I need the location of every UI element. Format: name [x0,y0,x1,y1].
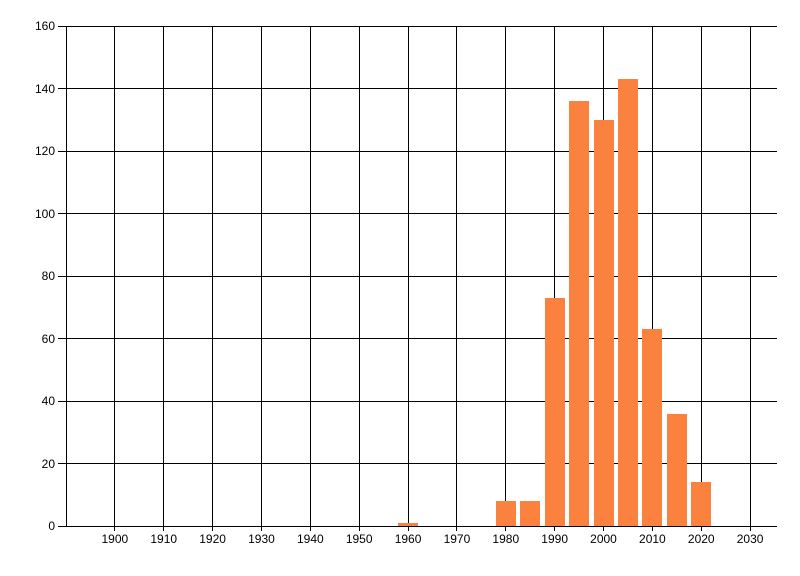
y-tick-mark [58,25,66,27]
x-tick-label: 1970 [443,532,471,546]
x-tick-mark [163,526,165,531]
x-tick-mark [749,526,751,531]
x-tick-mark [212,526,214,531]
x-tick-mark [603,526,605,531]
y-tick-label: 160 [34,19,55,33]
x-gridline [163,26,165,526]
y-tick-label: 0 [48,519,55,533]
x-tick-mark [358,526,360,531]
x-tick-label: 2030 [736,532,764,546]
y-tick-mark [58,150,66,152]
x-tick-mark [700,526,702,531]
x-tick-label: 2020 [687,532,715,546]
x-tick-label: 1990 [541,532,568,546]
x-tick-label: 1930 [248,532,275,546]
x-gridline [651,26,653,526]
x-gridline [309,26,311,526]
x-tick-label: 1960 [394,532,422,546]
x-tick-mark [407,526,409,531]
x-gridline [358,26,360,526]
y-gridline [66,275,777,277]
y-tick-label: 120 [34,144,55,158]
bar [642,329,663,526]
bar [666,413,687,526]
x-gridline [554,26,556,526]
y-gridline [66,213,777,214]
bar [569,101,590,526]
x-tick-label: 1940 [296,532,324,546]
bar [495,501,516,526]
bar [520,501,541,526]
x-tick-label: 1910 [150,532,178,546]
y-tick-label: 20 [41,456,55,471]
x-tick-mark [651,526,653,531]
bar [593,119,614,526]
y-tick-mark [58,275,66,277]
x-tick-label: 1920 [199,532,226,546]
y-tick-mark [58,338,66,339]
y-axis-line [65,26,67,526]
x-tick-mark [456,526,458,531]
y-tick-label: 60 [41,331,55,346]
x-tick-mark [114,526,116,531]
bar [398,522,419,526]
x-tick-label: 1980 [492,532,520,546]
y-tick-label: 80 [41,269,55,283]
y-gridline [66,25,777,27]
x-tick-label: 2010 [639,532,666,546]
x-tick-mark [554,526,556,531]
x-axis-line [66,525,777,527]
x-gridline [700,26,702,526]
x-gridline [749,26,751,526]
x-tick-label: 1950 [345,532,373,546]
y-gridline [66,150,777,152]
y-gridline [66,338,777,339]
x-tick-mark [505,526,507,531]
x-gridline [456,26,458,526]
bar [691,482,712,526]
y-tick-label: 100 [34,206,55,221]
x-tick-label: 1900 [101,532,129,546]
y-tick-label: 140 [34,81,55,96]
bar [544,297,565,526]
y-tick-mark [58,463,66,464]
x-gridline [505,26,507,526]
y-tick-mark [58,213,66,214]
y-gridline [66,88,777,89]
x-gridline [407,26,409,526]
bar [617,79,638,526]
x-tick-label: 2000 [590,532,617,546]
x-gridline [212,26,214,526]
x-gridline [260,26,262,526]
y-tick-mark [58,525,66,527]
y-gridline [66,463,777,464]
x-gridline [114,26,116,526]
x-tick-mark [260,526,262,531]
x-tick-mark [309,526,311,531]
y-tick-mark [58,88,66,89]
y-tick-mark [58,400,66,402]
y-gridline [66,400,777,402]
y-tick-label: 40 [41,394,55,408]
